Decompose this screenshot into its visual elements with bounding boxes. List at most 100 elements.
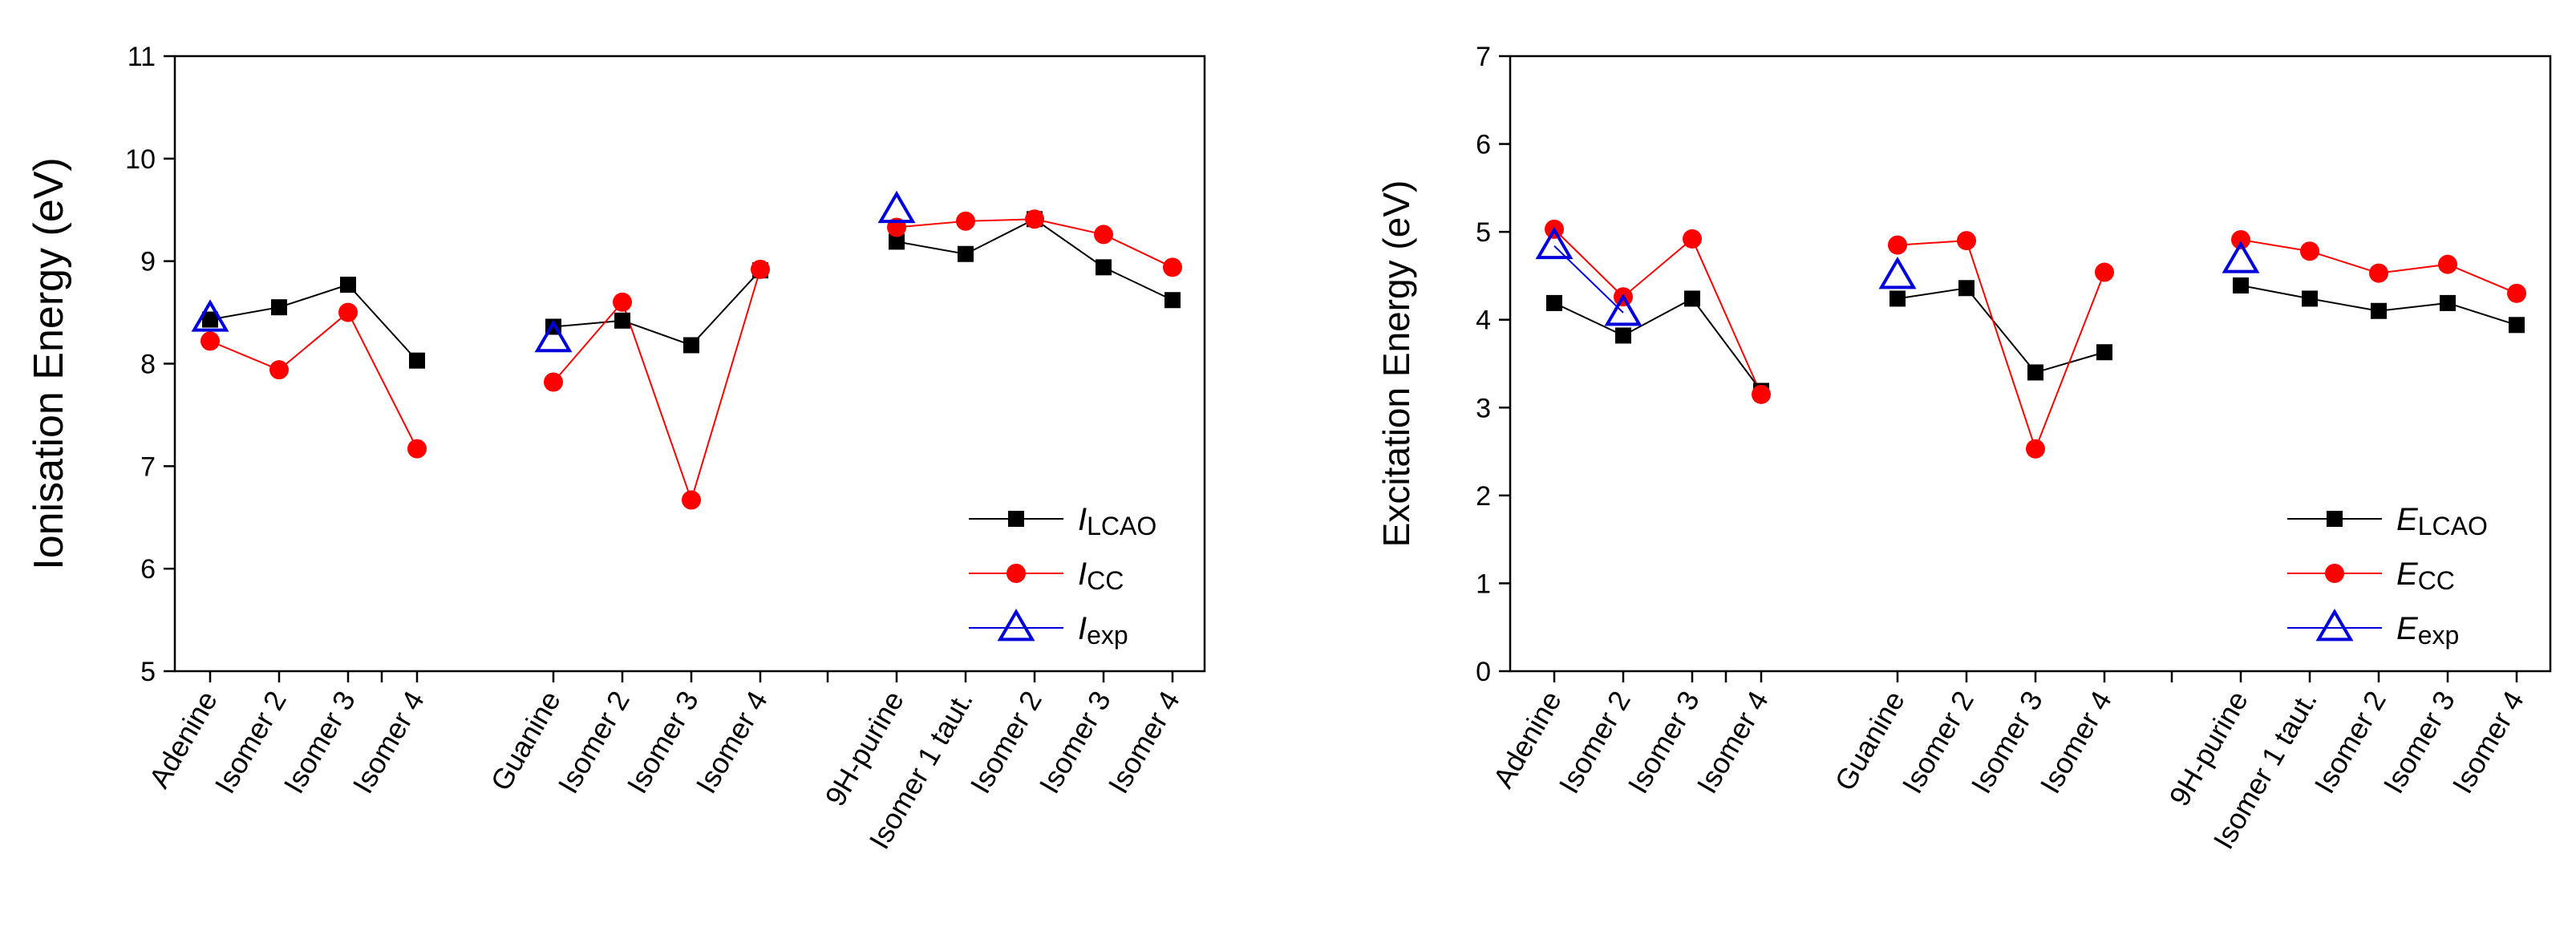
y-tick-label: 7 [1476,42,1491,72]
data-point-cc [1752,384,1771,404]
series-line-lcao [896,218,1173,302]
data-point-cc [2507,283,2526,303]
y-tick-label: 1 [1476,569,1491,599]
series-line-lcao [553,269,761,346]
data-point-lcao [2302,290,2318,307]
data-point-cc [613,292,632,312]
data-point-cc [2300,241,2319,261]
data-point-exp [877,190,916,224]
data-point-cc [544,372,563,392]
y-tick-label: 9 [140,247,156,277]
legend-label-exp: Eexp [2396,611,2459,650]
legend-label-lcao: ILCAO [1078,502,1156,540]
data-point-lcao [2096,344,2112,361]
legend-label-lcao: ELCAO [2396,502,2488,540]
series-line-lcao [1897,287,2105,374]
legend-symbol: I [1078,502,1087,537]
data-point-lcao [1958,280,1975,297]
legend-subscript: CC [1087,566,1124,595]
data-point-cc [1094,225,1113,245]
data-point-lcao [1546,294,1562,311]
legend-symbol: E [2396,502,2419,537]
legend-symbol: I [1078,611,1087,646]
series-line-cc [1553,229,1762,395]
legend-marker-exp [2315,609,2354,642]
data-point-cc [2369,263,2388,283]
data-point-lcao [1889,290,1906,307]
data-point-lcao [1164,292,1181,309]
data-point-lcao [889,233,905,250]
y-tick-label: 11 [128,42,156,72]
data-point-exp [1878,256,1917,289]
legend-label-cc: ECC [2396,557,2455,595]
y-tick-label: 4 [1476,306,1491,336]
legend-marker-lcao [2327,511,2343,527]
legend-subscript: exp [2418,621,2460,650]
data-point-cc [200,331,220,351]
y-tick-label: 5 [140,657,156,687]
plot-frame [1509,55,2552,673]
data-point-cc [338,302,358,322]
y-axis-title: Ionisation Energy (eV) [26,157,72,570]
data-point-lcao [202,311,218,328]
legend-subscript: LCAO [2418,512,2488,540]
data-point-cc [956,211,975,231]
y-tick-label: 6 [140,554,156,585]
legend-symbol: E [2396,557,2419,592]
data-point-cc [751,259,770,279]
data-point-cc [1025,209,1044,229]
data-point-cc [2026,439,2045,459]
series-line-cc [1897,240,2105,451]
plot-frame [173,55,1206,673]
data-point-exp [191,299,229,332]
data-point-lcao [2509,317,2525,334]
data-point-lcao [2440,294,2456,311]
data-point-cc [1957,231,1976,251]
y-tick-label: 0 [1476,657,1491,687]
legend-subscript: exp [1087,621,1128,650]
y-axis-title: Excitation Energy (eV) [1375,180,1417,548]
series-line-cc [209,311,418,450]
series-line-lcao [209,283,418,362]
data-point-lcao [340,277,356,293]
data-point-lcao [958,245,974,262]
data-point-exp [2222,241,2260,273]
data-point-lcao [2027,364,2043,381]
y-tick-label: 8 [140,350,156,380]
legend-marker-exp [997,609,1035,642]
data-point-lcao [1615,327,1631,344]
data-point-cc [1888,235,1907,255]
data-point-lcao [271,299,287,316]
legend-symbol: I [1078,557,1087,592]
data-point-lcao [683,337,699,354]
legend-symbol: E [2396,611,2419,646]
legend-label-exp: Iexp [1078,611,1128,650]
legend-marker-cc [2325,564,2344,583]
data-point-cc [2231,230,2250,250]
data-point-cc [2438,254,2457,274]
series-line-cc [553,269,761,503]
legend-marker-lcao [1008,511,1024,527]
data-point-cc [1163,257,1182,277]
data-point-cc [269,360,289,380]
data-point-exp [534,319,573,353]
data-point-lcao [409,352,425,369]
data-point-exp [1535,226,1574,260]
y-tick-label: 10 [125,144,156,175]
y-tick-label: 7 [140,451,156,482]
data-point-lcao [1096,259,1112,276]
data-point-lcao [614,312,630,329]
y-tick-label: 6 [1476,130,1491,160]
series-line-lcao [1553,298,1762,392]
data-point-lcao [2371,302,2387,319]
data-point-cc [2095,262,2114,282]
legend-subscript: LCAO [1087,512,1156,540]
data-point-cc [407,439,427,459]
y-tick-label: 5 [1476,217,1491,248]
legend-label-cc: ICC [1078,557,1124,595]
data-point-lcao [2233,277,2249,293]
